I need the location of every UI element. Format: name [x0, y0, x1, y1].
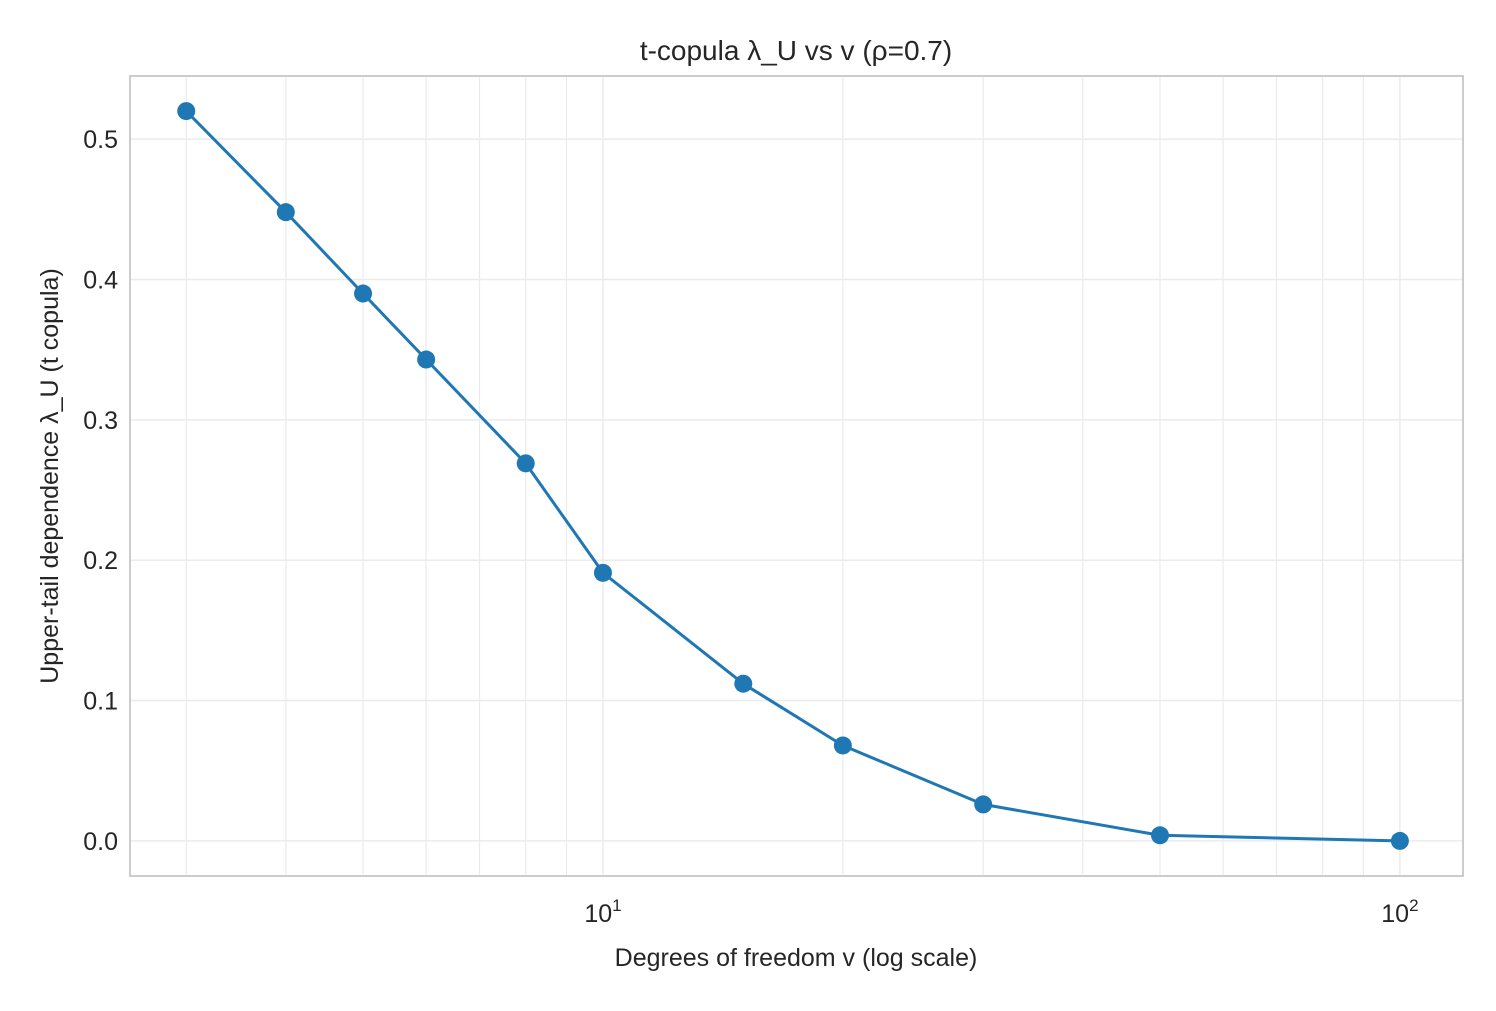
data-point [974, 795, 993, 814]
data-point [1150, 826, 1169, 845]
x-tick-label: 101 [584, 896, 621, 928]
y-tick-label: 0.5 [83, 126, 118, 154]
data-point [734, 674, 753, 693]
data-point [1390, 831, 1409, 850]
x-axis-label: Degrees of freedom v (log scale) [615, 944, 978, 972]
y-tick-label: 0.3 [83, 407, 118, 435]
y-tick-label: 0.0 [83, 828, 118, 856]
plot-frame [129, 75, 1464, 877]
y-tick-labels: 0.0 0.1 0.2 0.3 0.4 0.5 [83, 126, 118, 856]
y-gridlines [130, 138, 1463, 842]
data-point [354, 284, 373, 303]
x-tick-label: 102 [1381, 896, 1418, 928]
data-point [833, 736, 852, 755]
data-point [593, 563, 612, 582]
y-tick-label: 0.2 [83, 547, 118, 575]
y-axis-label: Upper-tail dependence λ_U (t copula) [36, 268, 64, 684]
data-point [276, 203, 295, 222]
x-tick-labels: 101 102 [584, 896, 1418, 928]
data-point [417, 350, 436, 369]
series-layer [177, 102, 1409, 850]
chart-title: t-copula λ_U vs v (ρ=0.7) [640, 35, 952, 66]
y-tick-label: 0.1 [83, 688, 118, 716]
y-tick-label: 0.4 [83, 267, 118, 295]
data-point [177, 102, 196, 121]
data-point [516, 454, 535, 473]
